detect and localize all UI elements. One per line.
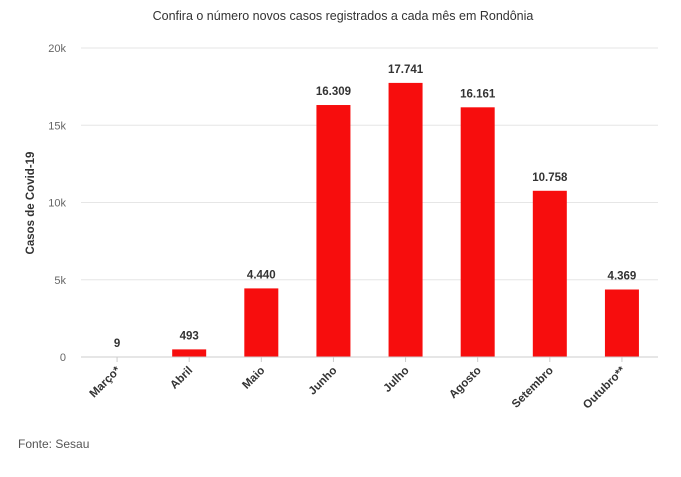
x-tick-label: Março* [88,364,124,400]
bar [388,82,423,357]
data-label: 10.758 [532,172,568,184]
bars [100,82,639,358]
y-axis-ticks: 0 5k 10k 15k 20k [48,43,66,364]
y-tick-label: 10k [48,198,66,210]
x-tick-label: Outubro** [581,364,628,411]
x-tick-label: Agosto [447,365,483,401]
x-tick-label: Julho [382,365,412,395]
chart-title: Confira o número novos casos registrados… [153,9,534,23]
bar [460,107,495,357]
data-label: 9 [114,338,120,350]
x-tick-label: Maio [240,365,267,392]
y-tick-label: 15k [48,120,66,132]
bar [172,349,207,357]
data-label: 16.309 [316,86,351,98]
bar [604,289,639,357]
y-tick-label: 5k [54,275,66,287]
y-tick-label: 0 [60,352,66,364]
data-labels: 9 493 4.440 16.309 17.741 16.161 10.758 4.369 [114,64,636,350]
x-tick-label: Abril [168,365,195,392]
x-tick-label: Setembro [510,365,556,411]
data-label: 493 [180,330,199,342]
data-label: 4.440 [247,269,276,281]
data-label: 4.369 [608,270,637,282]
x-axis-ticks: Março* Abril Maio Junho Julho Agosto Setembro O… [88,357,628,412]
y-axis-label: Casos de Covid-19 [25,152,37,255]
bar [244,288,279,357]
x-tick-label: Junho [307,365,340,398]
source-note: Fonte: Sesau [18,437,90,451]
gridlines [81,47,658,281]
bar [316,105,351,358]
y-tick-label: 20k [48,43,66,55]
data-label: 16.161 [460,88,496,100]
bar [532,190,567,357]
data-label: 17.741 [388,64,424,76]
